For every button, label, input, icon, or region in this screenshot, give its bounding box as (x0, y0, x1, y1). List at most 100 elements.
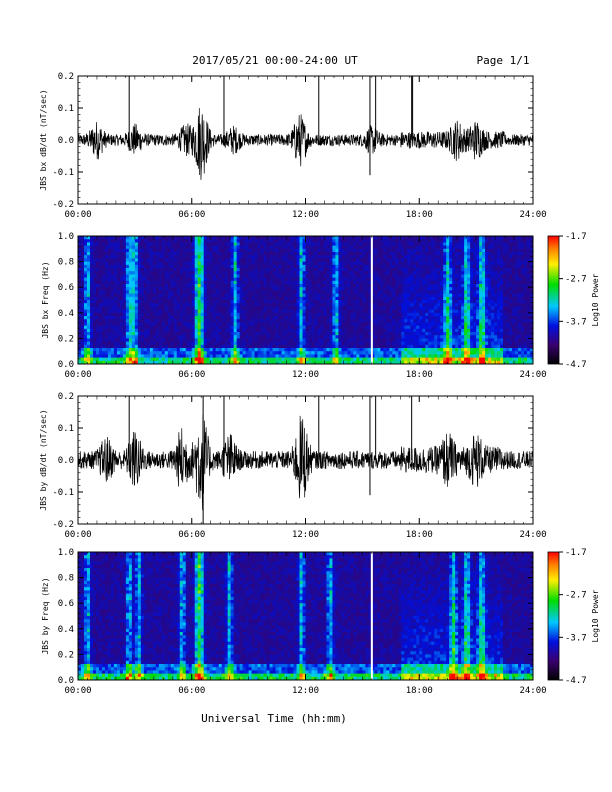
spectrogram-cell (263, 332, 267, 336)
spectrogram-cell (128, 277, 133, 282)
spectrogram-cell (80, 328, 85, 333)
spectrogram-cell (317, 287, 321, 291)
spectrogram-cell (233, 287, 237, 291)
spectrogram-cell (263, 341, 267, 346)
spectrogram-cell (287, 338, 291, 342)
spectrogram-cell (287, 236, 291, 240)
spectrogram-cell (434, 335, 438, 339)
spectrogram-cell (170, 312, 175, 317)
spectrogram-cell (110, 335, 115, 339)
spectrogram-cell (251, 306, 255, 310)
spectrogram-cell (293, 239, 297, 243)
spectrogram-cell (332, 303, 336, 307)
spectrogram-cell (131, 287, 136, 291)
spectrogram-cell (371, 264, 375, 269)
spectrogram-cell (332, 354, 336, 358)
spectrogram-cell (353, 303, 357, 307)
spectrogram-cell (152, 264, 157, 269)
spectrogram-cell (437, 242, 441, 246)
spectrogram-cell (155, 287, 160, 291)
spectrogram-cell (410, 290, 414, 294)
spectrogram-cell (98, 335, 103, 339)
spectrogram-cell (251, 271, 255, 275)
spectrogram-cell (392, 348, 396, 352)
spectrogram-cell (302, 344, 306, 349)
spectrogram-cell (137, 332, 142, 336)
spectrogram-cell (212, 287, 216, 291)
spectrogram-cell (338, 252, 342, 256)
spectrogram-cell (125, 312, 130, 317)
spectrogram-cell (80, 351, 85, 355)
spectrogram-cell (380, 280, 384, 285)
spectrogram-cell (122, 351, 127, 355)
spectrogram-cell (134, 287, 139, 291)
spectrogram-cell (413, 287, 417, 291)
spectrogram-cell (344, 271, 348, 275)
spectrogram-cell (212, 293, 216, 298)
spectrogram-cell (350, 306, 354, 310)
spectrogram-cell (299, 306, 303, 310)
spectrogram-cell (167, 255, 172, 259)
spectrogram-cell (392, 242, 396, 246)
spectrogram-cell (101, 316, 106, 320)
spectrogram-cell (326, 322, 330, 326)
spectrogram-cell (80, 252, 85, 256)
spectrogram-cell (173, 258, 178, 262)
spectrogram-cell (104, 277, 109, 282)
spectrogram-cell (128, 236, 133, 240)
spectrogram-cell (266, 245, 270, 250)
spectrogram-cell (161, 258, 166, 262)
spectrogram-cell (89, 338, 94, 342)
spectrogram-cell (203, 332, 208, 336)
spectrogram-cell (230, 255, 234, 259)
spectrogram-cell (110, 300, 115, 304)
spectrogram-cell (425, 271, 429, 275)
spectrogram-cell (386, 255, 390, 259)
spectrogram-cell (296, 271, 300, 275)
spectrogram-cell (296, 264, 300, 269)
spectrogram-cell (200, 236, 205, 240)
spectrogram-cell (350, 325, 354, 330)
spectrogram-cell (179, 296, 184, 301)
spectrogram-cell (425, 258, 429, 262)
spectrogram-cell (260, 300, 264, 304)
spectrogram-cell (359, 357, 363, 362)
spectrogram-cell (284, 287, 288, 291)
spectrogram-cell (272, 280, 276, 285)
spectrogram-cell (323, 296, 327, 301)
spectrogram-cell (188, 341, 193, 346)
spectrogram-cell (323, 316, 327, 320)
spectrogram-cell (422, 248, 426, 253)
spectrogram-cell (140, 316, 145, 320)
spectrogram-cell (191, 268, 196, 272)
spectrogram-cell (140, 290, 145, 294)
spectrogram-cell (209, 348, 213, 352)
spectrogram-cell (377, 360, 381, 365)
spectrogram-cell (401, 341, 405, 346)
spectrogram-cell (80, 239, 85, 243)
spectrogram-cell (419, 261, 423, 266)
spectrogram-cell (233, 328, 237, 333)
spectrogram-cell (329, 261, 333, 266)
spectrogram-cell (221, 357, 225, 362)
spectrogram-cell (428, 316, 432, 320)
spectrogram-cell (293, 296, 297, 301)
spectrogram-cell (419, 284, 423, 288)
spectrogram-cell (338, 322, 342, 326)
spectrogram-cell (83, 351, 88, 355)
spectrogram-cell (344, 242, 348, 246)
spectrogram-cell (119, 284, 124, 288)
spectrogram-cell (173, 271, 178, 275)
spectrogram-cell (78, 261, 82, 266)
spectrogram-cell (104, 258, 109, 262)
spectrogram-cell (110, 239, 115, 243)
spectrogram-cell (425, 351, 429, 355)
spectrogram-cell (365, 306, 369, 310)
spectrogram-cell (359, 319, 363, 323)
spectrogram-cell (188, 328, 193, 333)
spectrogram-cell (299, 335, 303, 339)
spectrogram-cell (98, 239, 103, 243)
spectrogram-cell (167, 335, 172, 339)
spectrogram-cell (164, 242, 169, 246)
spectrogram-cell (353, 319, 357, 323)
